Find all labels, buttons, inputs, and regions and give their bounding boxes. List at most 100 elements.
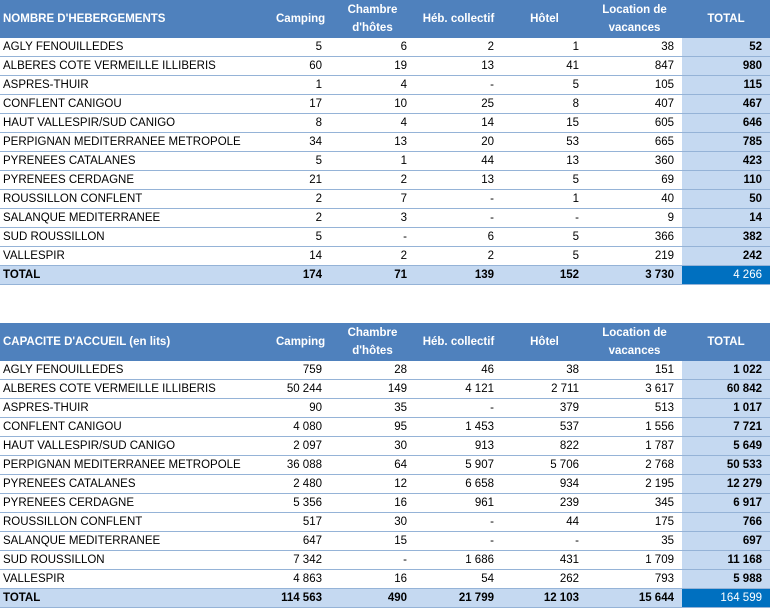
total-row: TOTAL 174 71 139 152 3 730 4 266: [0, 265, 770, 285]
data-cell: 7: [330, 189, 415, 209]
data-cell: 5: [270, 227, 330, 247]
data-cell: 17: [270, 94, 330, 114]
table-row: SUD ROUSSILLON 5-6 5 366 382: [0, 227, 770, 247]
table-row: PYRENEES CATALANES 2 480 12 6 658 934 2 195 12…: [0, 474, 770, 494]
column-header: TOTAL: [682, 0, 770, 38]
row-label: ALBERES COTE VERMEILLE ILLIBERIS: [0, 379, 270, 399]
data-cell: 36 088: [270, 455, 330, 475]
grand-total-cell: 4 266: [682, 265, 770, 285]
data-cell: 5: [502, 170, 587, 190]
data-cell: -: [415, 189, 502, 209]
data-cell: 13: [330, 132, 415, 152]
column-header: Héb. collectif: [415, 323, 502, 361]
total-cell: 139: [415, 265, 502, 285]
total-cell: 3 730: [587, 265, 682, 285]
total-cell: 21 799: [415, 588, 502, 608]
table-row: PERPIGNAN MEDITERRANEE METROPOLE 36 088 64…: [0, 455, 770, 475]
data-cell: 2: [330, 170, 415, 190]
column-header: Héb. collectif: [415, 0, 502, 38]
data-cell: 5: [502, 75, 587, 95]
data-cell: 4 121: [415, 379, 502, 399]
row-total-cell: 60 842: [682, 379, 770, 399]
data-cell: -: [415, 531, 502, 551]
table-row: ALBERES COTE VERMEILLE ILLIBERIS 50 244 14…: [0, 379, 770, 399]
header-row: NOMBRE D'HEBERGEMENTS Camping Chambre d'hô…: [0, 0, 770, 38]
row-label: PYRENEES CERDAGNE: [0, 493, 270, 513]
data-cell: 53: [502, 132, 587, 152]
table-title: NOMBRE D'HEBERGEMENTS: [0, 0, 270, 38]
data-cell: 759: [270, 361, 330, 380]
row-total-cell: 12 279: [682, 474, 770, 494]
table-row: PYRENEES CERDAGNE 21 2 13 5 69 110: [0, 170, 770, 190]
table-row: AGLY FENOUILLEDES 5 6 2 1 38 52: [0, 38, 770, 57]
data-cell: 14: [270, 246, 330, 266]
data-cell: 35: [330, 398, 415, 418]
column-header: Hôtel: [502, 0, 587, 38]
data-cell: 1 453: [415, 417, 502, 437]
total-label: TOTAL: [0, 265, 270, 285]
row-label: SUD ROUSSILLON: [0, 550, 270, 570]
table-title: CAPACITE D'ACCUEIL (en lits): [0, 323, 270, 361]
data-cell: 13: [415, 56, 502, 76]
data-cell: 40: [587, 189, 682, 209]
table-row: SALANQUE MEDITERRANEE 647 15- -35 697: [0, 531, 770, 551]
data-cell: 2: [415, 38, 502, 57]
table-row: ALBERES COTE VERMEILLE ILLIBERIS 60 19 13 41…: [0, 56, 770, 76]
row-total-cell: 5 988: [682, 569, 770, 589]
data-cell: 4 863: [270, 569, 330, 589]
table-row: VALLESPIR 4 863 16 54 262 793 5 988: [0, 569, 770, 589]
row-total-cell: 766: [682, 512, 770, 532]
data-cell: 1 787: [587, 436, 682, 456]
data-cell: 13: [415, 170, 502, 190]
data-cell: 2 711: [502, 379, 587, 399]
row-total-cell: 6 917: [682, 493, 770, 513]
data-cell: 513: [587, 398, 682, 418]
data-cell: 913: [415, 436, 502, 456]
table-row: CONFLENT CANIGOU 17 10 25 8 407 467: [0, 94, 770, 114]
row-label: PYRENEES CATALANES: [0, 151, 270, 171]
data-cell: 35: [587, 531, 682, 551]
row-label: PYRENEES CERDAGNE: [0, 170, 270, 190]
table-row: HAUT VALLESPIR/SUD CANIGO 8 4 14 15 605 646: [0, 113, 770, 133]
data-cell: 15: [330, 531, 415, 551]
total-cell: 71: [330, 265, 415, 285]
column-header: Chambre d'hôtes: [330, 0, 415, 38]
data-cell: 19: [330, 56, 415, 76]
column-header: TOTAL: [682, 323, 770, 361]
data-cell: 2 195: [587, 474, 682, 494]
column-header: Location de vacances: [587, 323, 682, 361]
row-total-cell: 467: [682, 94, 770, 114]
row-label: HAUT VALLESPIR/SUD CANIGO: [0, 113, 270, 133]
data-cell: 1: [270, 75, 330, 95]
row-total-cell: 7 721: [682, 417, 770, 437]
row-total-cell: 1 022: [682, 361, 770, 380]
row-label: PYRENEES CATALANES: [0, 474, 270, 494]
data-cell: 5: [502, 227, 587, 247]
data-cell: 15: [502, 113, 587, 133]
total-row: TOTAL 114 563 490 21 799 12 103 15 644 164 599: [0, 588, 770, 608]
data-cell: 28: [330, 361, 415, 380]
data-cell: 345: [587, 493, 682, 513]
data-cell: 5: [270, 38, 330, 57]
data-cell: 407: [587, 94, 682, 114]
row-total-cell: 382: [682, 227, 770, 247]
data-cell: 239: [502, 493, 587, 513]
data-cell: -: [330, 227, 415, 247]
data-cell: 647: [270, 531, 330, 551]
data-cell: 822: [502, 436, 587, 456]
data-cell: 934: [502, 474, 587, 494]
data-cell: 1: [330, 151, 415, 171]
data-cell: 44: [415, 151, 502, 171]
column-header: Camping: [270, 323, 330, 361]
row-total-cell: 5 649: [682, 436, 770, 456]
table-row: SALANQUE MEDITERRANEE 2 3- -9 14: [0, 208, 770, 228]
data-cell: -: [502, 531, 587, 551]
data-cell: 30: [330, 436, 415, 456]
data-cell: 90: [270, 398, 330, 418]
data-cell: 46: [415, 361, 502, 380]
total-cell: 152: [502, 265, 587, 285]
data-cell: 7 342: [270, 550, 330, 570]
row-total-cell: 980: [682, 56, 770, 76]
row-label: CONFLENT CANIGOU: [0, 94, 270, 114]
row-total-cell: 1 017: [682, 398, 770, 418]
